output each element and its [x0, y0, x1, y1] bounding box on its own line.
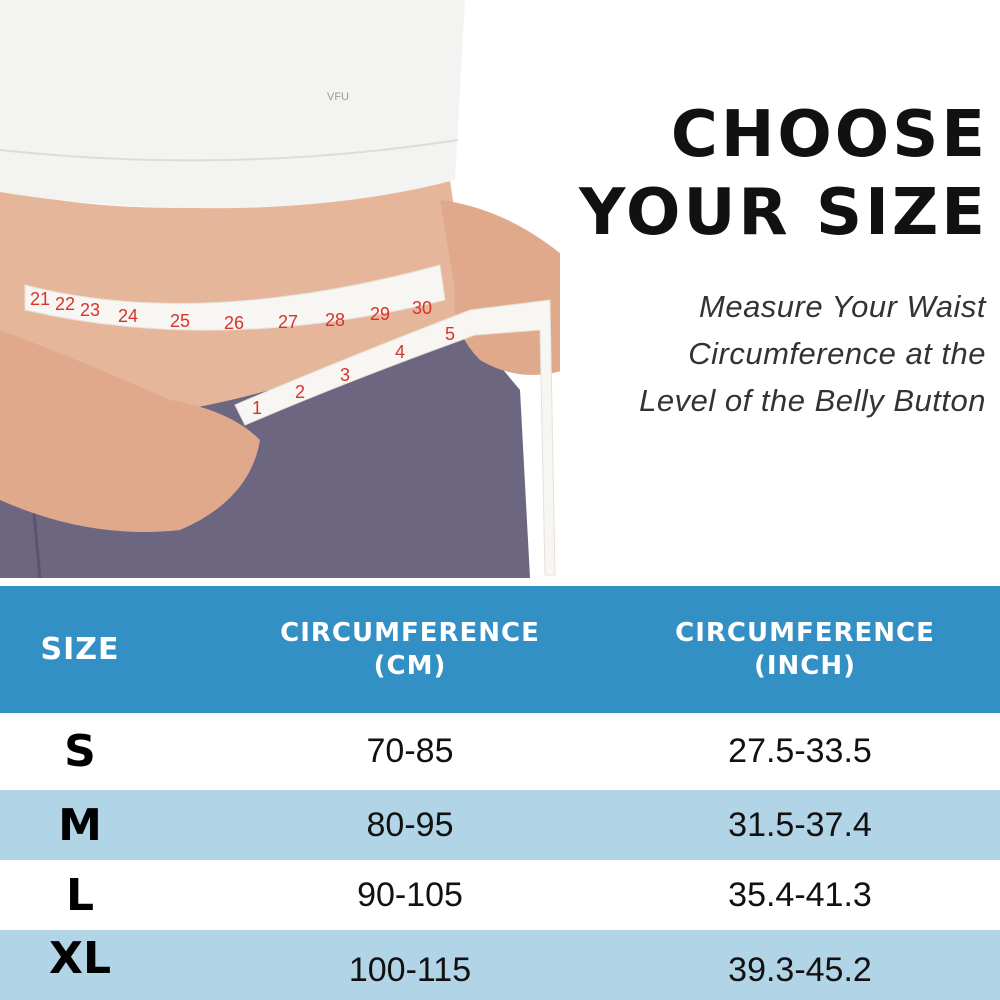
title-line-1: CHOOSE: [670, 98, 988, 172]
tape-number: 21: [30, 289, 50, 309]
header-size: SIZE: [0, 586, 160, 713]
table-row: L 90-105 35.4-41.3: [0, 860, 1000, 930]
tape-number: 4: [395, 342, 405, 362]
tape-number: 23: [80, 300, 100, 320]
size-chart-table: SIZE CIRCUMFERENCE (CM) CIRCUMFERENCE (I…: [0, 586, 1000, 1000]
tape-number: 30: [412, 298, 432, 318]
table-header: SIZE CIRCUMFERENCE (CM) CIRCUMFERENCE (I…: [0, 586, 1000, 713]
title-line-2: YOUR SIZE: [578, 176, 988, 250]
cm-cell: 80-95: [366, 805, 454, 844]
page-title: CHOOSE YOUR SIZE: [579, 96, 988, 252]
header-cm: CIRCUMFERENCE (CM): [250, 586, 570, 713]
instruction-line-1: Measure Your Waist: [699, 289, 986, 324]
instruction-line-3: Level of the Belly Button: [639, 383, 986, 418]
tape-number: 3: [340, 365, 350, 385]
instruction-line-2: Circumference at the: [688, 336, 986, 371]
tape-number: 27: [278, 312, 298, 332]
tape-number: 25: [170, 311, 190, 331]
tape-number: 26: [224, 313, 244, 333]
measuring-instructions: Measure Your Waist Circumference at the …: [639, 283, 986, 424]
size-cell: L: [65, 869, 95, 921]
tape-number: 5: [445, 324, 455, 344]
size-cell: XL: [49, 932, 111, 984]
tape-number: 28: [325, 310, 345, 330]
header-inch: CIRCUMFERENCE (INCH): [645, 586, 965, 713]
header-inch-line-1: CIRCUMFERENCE: [675, 617, 935, 648]
header-inch-line-2: (INCH): [753, 650, 857, 681]
tape-numbers: 21 22 23 24 25 26 27 28 29 30 1 2 3 4 5: [30, 289, 455, 418]
tape-number: 1: [252, 398, 262, 418]
header-cm-line-2: (CM): [373, 650, 447, 681]
cm-cell: 100-115: [348, 950, 472, 989]
shirt-logo: VFU: [327, 91, 349, 103]
table-row: S 70-85 27.5-33.5: [0, 713, 1000, 790]
inch-cell: 31.5-37.4: [728, 805, 872, 844]
tape-number: 22: [55, 294, 75, 314]
size-cell: S: [64, 726, 96, 777]
waist-measuring-photo: VFU 21 22 23 24 25 26 27 28 29 30 1 2 3 …: [0, 0, 560, 578]
tape-number: 29: [370, 304, 390, 324]
header-size-label: SIZE: [40, 632, 120, 667]
cm-cell: 70-85: [366, 732, 454, 770]
tape-number: 24: [118, 306, 138, 326]
inch-cell: 39.3-45.2: [728, 950, 872, 989]
inch-cell: 35.4-41.3: [728, 875, 872, 914]
inch-cell: 27.5-33.5: [728, 732, 872, 770]
cm-cell: 90-105: [357, 875, 463, 914]
size-cell: M: [58, 799, 102, 851]
table-row: M 80-95 31.5-37.4: [0, 790, 1000, 860]
header-cm-line-1: CIRCUMFERENCE: [280, 617, 540, 648]
tape-number: 2: [295, 382, 305, 402]
table-row: XL 100-115 39.3-45.2: [0, 930, 1000, 1000]
